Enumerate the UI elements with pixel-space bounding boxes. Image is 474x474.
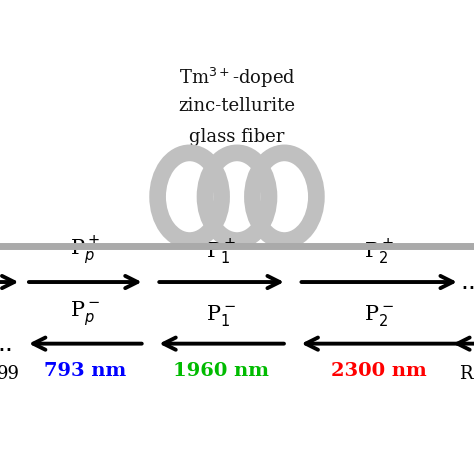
Text: 99: 99	[0, 365, 20, 383]
Text: Tm$^{3+}$-doped: Tm$^{3+}$-doped	[179, 66, 295, 91]
Text: zinc-tellurite: zinc-tellurite	[179, 97, 295, 115]
Text: 1960 nm: 1960 nm	[173, 362, 269, 380]
Text: P$_p^+$: P$_p^+$	[71, 234, 100, 267]
Text: P$_2^+$: P$_2^+$	[365, 237, 394, 267]
Text: P$_2^-$: P$_2^-$	[365, 303, 394, 328]
Text: glass fiber: glass fiber	[189, 128, 285, 146]
Text: R: R	[459, 365, 472, 383]
Text: 793 nm: 793 nm	[44, 362, 127, 380]
Text: ..: ..	[0, 332, 14, 356]
Text: P$_p^-$: P$_p^-$	[71, 301, 100, 328]
Text: P$_1^+$: P$_1^+$	[207, 237, 236, 267]
Text: P$_1^-$: P$_1^-$	[207, 303, 236, 328]
Text: ..: ..	[460, 270, 474, 294]
Text: 2300 nm: 2300 nm	[331, 362, 427, 380]
